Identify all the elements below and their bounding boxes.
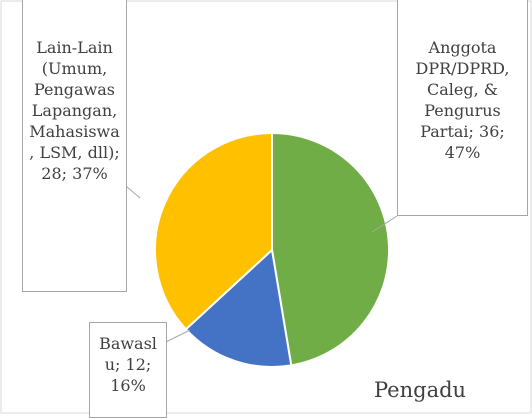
pie-slice: [271, 131, 390, 367]
data-label: Anggota DPR/DPRD, Caleg, & Pengurus Part…: [397, 0, 528, 216]
chart-title: Pengadu: [374, 378, 467, 402]
leader-line: [165, 329, 191, 343]
pie-slice: [184, 248, 293, 368]
data-label: Bawaslu; 12; 16%: [89, 322, 167, 418]
pie-slice: [154, 131, 273, 331]
data-label: Lain-Lain (Umum, Pengawas Lapangan, Maha…: [22, 0, 127, 292]
leader-line: [371, 215, 398, 233]
leader-line: [125, 185, 141, 199]
